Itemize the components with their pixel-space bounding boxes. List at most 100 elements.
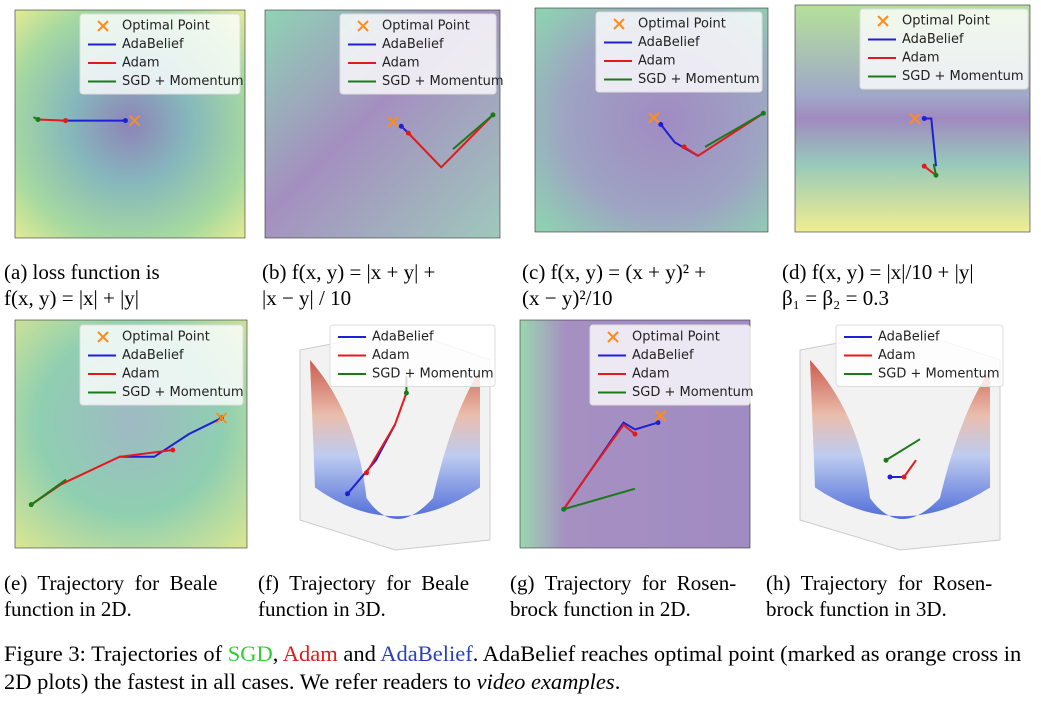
legend-label: SGD + Momentum	[122, 74, 244, 89]
legend-label: Optimal Point	[632, 330, 720, 345]
subplot-caption: (a) loss function is	[4, 260, 160, 284]
legend-label: Optimal Point	[382, 19, 470, 34]
subplot-caption: function in 3D.	[258, 597, 386, 621]
subplot: Optimal Point AdaBelief Adam SGD + Momentum…	[782, 4, 1031, 310]
caption-segment: Figure 3: Trajectories of	[4, 641, 228, 666]
start-point	[364, 470, 369, 476]
legend-label: AdaBelief	[382, 37, 444, 52]
subplot-caption: (g) Trajectory for Rosen-	[510, 571, 736, 595]
subplot-caption: (d) f(x, y) = |x|/10 + |y|	[782, 260, 974, 284]
optimal-marker	[215, 412, 228, 424]
trajectory	[903, 459, 917, 478]
legend-label: Optimal Point	[638, 17, 726, 32]
caption-segment: video examples	[476, 669, 615, 694]
subplot-caption: |x − y| / 10	[262, 286, 351, 310]
optimal-marker	[387, 116, 399, 128]
legend-label: AdaBelief	[122, 348, 184, 363]
legend-marker	[877, 15, 889, 27]
subplot: AdaBelief Adam SGD + Momentum (h) Trajector…	[766, 324, 1004, 621]
trajectory	[119, 417, 222, 458]
start-point	[901, 474, 907, 480]
start-point	[35, 116, 41, 122]
legend-box	[79, 13, 241, 95]
subplot-caption: brock function in 3D.	[766, 597, 947, 621]
legend-label: Adam	[372, 348, 410, 363]
legend-label: Optimal Point	[122, 19, 210, 34]
subplot-caption: (x − y)²/10	[522, 286, 612, 310]
legend-label: SGD + Momentum	[638, 72, 760, 87]
legend-label: Adam	[382, 56, 420, 71]
subplot-caption: (e) Trajectory for Beale	[4, 571, 217, 595]
legend-marker	[97, 20, 109, 32]
subplot: Optimal Point AdaBelief Adam SGD + Momentum…	[4, 9, 246, 310]
caption-segment: and	[337, 641, 381, 666]
subplot: Optimal Point AdaBelief Adam SGD + Momentum…	[510, 319, 754, 621]
start-point	[760, 110, 766, 116]
subplot: Optimal Point AdaBelief Adam SGD + Momentum…	[522, 7, 769, 310]
caption-segment: SGD	[227, 641, 273, 666]
trajectory	[683, 112, 764, 158]
legend-box	[79, 324, 244, 406]
subplot-caption: f(x, y) = |x| + |y|	[4, 286, 139, 310]
start-point	[658, 121, 664, 127]
start-point	[170, 447, 176, 453]
trajectory	[885, 438, 921, 462]
trajectory	[365, 392, 408, 474]
legend-box	[589, 324, 751, 406]
caption-segment: ,	[272, 641, 283, 666]
caption-segment: .	[614, 669, 621, 694]
surface	[810, 360, 990, 519]
start-point	[28, 502, 34, 508]
subplot: Optimal Point AdaBelief Adam SGD + Momentum…	[4, 319, 248, 621]
legend-label: Adam	[632, 367, 670, 382]
legend-label: AdaBelief	[902, 32, 964, 47]
trajectory	[30, 478, 67, 506]
caption-segment: AdaBelief	[380, 641, 473, 666]
optimal-marker	[654, 410, 667, 422]
start-point	[561, 506, 567, 512]
legend-box	[835, 324, 1004, 387]
legend-label: AdaBelief	[632, 348, 694, 363]
caption-segment: Adam	[282, 641, 338, 666]
trajectory	[563, 487, 636, 511]
start-point	[345, 491, 350, 497]
legend-label: Adam	[122, 367, 160, 382]
legend-label: AdaBelief	[638, 35, 700, 50]
legend-box	[859, 8, 1029, 90]
subplot-caption: brock function in 2D.	[510, 597, 691, 621]
legend-label: SGD + Momentum	[382, 74, 504, 89]
legend-marker	[357, 20, 369, 32]
start-point	[655, 420, 661, 426]
start-point	[405, 130, 411, 136]
optimal-marker	[648, 112, 660, 124]
legend-label: Adam	[902, 51, 940, 66]
legend-label: SGD + Momentum	[902, 69, 1024, 84]
legend-label: SGD + Momentum	[122, 385, 244, 400]
subplot-caption: function in 2D.	[4, 597, 132, 621]
start-point	[681, 144, 687, 150]
start-point	[398, 123, 404, 129]
start-point	[490, 112, 496, 118]
subplot-caption: β₁ = β₂ = 0.3	[782, 286, 889, 310]
start-point	[883, 457, 889, 463]
trajectory	[704, 112, 764, 148]
subplots: Optimal Point AdaBelief Adam SGD + Momentum…	[4, 4, 1031, 621]
start-point	[933, 172, 939, 178]
subplot: Optimal Point AdaBelief Adam SGD + Momentum…	[262, 9, 504, 310]
start-point	[63, 118, 69, 124]
figure-caption: Figure 3: Trajectories of SGD, Adam and …	[4, 640, 1038, 696]
start-point	[122, 118, 128, 124]
subplot-caption: (f) Trajectory for Beale	[258, 571, 469, 595]
start-point	[921, 116, 927, 121]
surface	[310, 360, 480, 519]
legend-label: Adam	[122, 56, 160, 71]
optimal-marker	[128, 114, 141, 127]
legend-label: Adam	[878, 348, 916, 363]
trajectory	[407, 114, 494, 169]
start-point	[403, 390, 409, 396]
legend-box	[339, 13, 497, 95]
legend-marker	[97, 331, 109, 343]
legend-marker	[613, 18, 625, 30]
legend-label: AdaBelief	[122, 37, 184, 52]
